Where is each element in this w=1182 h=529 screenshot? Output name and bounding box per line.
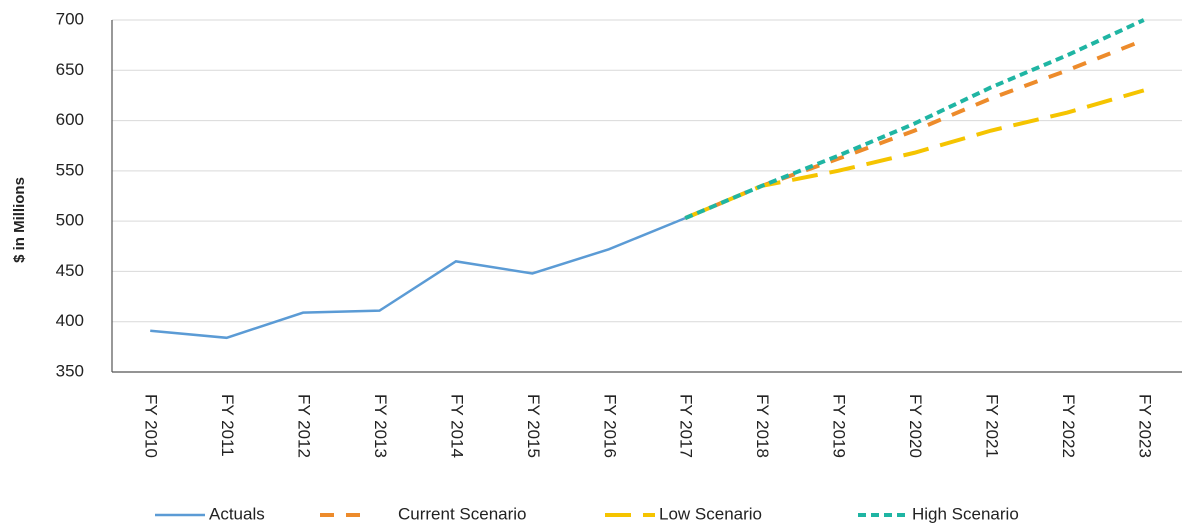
x-tick-label: FY 2015: [524, 394, 543, 458]
y-tick-label: 550: [56, 160, 84, 179]
x-tick-label: FY 2022: [1059, 394, 1078, 458]
legend-label: High Scenario: [912, 504, 1019, 523]
x-tick-label: FY 2023: [1135, 394, 1154, 458]
x-tick-label: FY 2016: [600, 394, 619, 458]
x-tick-label: FY 2020: [906, 394, 925, 458]
x-tick-label: FY 2011: [218, 394, 237, 457]
y-tick-label: 500: [56, 211, 84, 230]
y-tick-label: 600: [56, 110, 84, 129]
x-tick-label: FY 2017: [677, 394, 696, 458]
series-line: [684, 38, 1145, 220]
series-line: [684, 88, 1145, 220]
legend-label: Low Scenario: [659, 504, 762, 523]
x-tick-label: FY 2021: [982, 394, 1001, 458]
x-tick-label: FY 2019: [830, 394, 849, 458]
x-tick-label: FY 2012: [295, 394, 314, 458]
x-tick-label: FY 2018: [753, 394, 772, 458]
y-tick-label: 400: [56, 311, 84, 330]
series-line: [150, 216, 686, 340]
y-tick-label: 650: [56, 60, 84, 79]
series-line: [684, 18, 1145, 220]
x-tick-label: FY 2013: [371, 394, 390, 458]
legend-label: Current Scenario: [398, 504, 527, 523]
x-tick-label: FY 2010: [142, 394, 161, 458]
y-tick-label: 450: [56, 261, 84, 280]
y-tick-label: 350: [56, 361, 84, 380]
legend-label: Actuals: [209, 504, 265, 523]
y-tick-label: 700: [56, 9, 84, 28]
y-axis-label: $ in Millions: [11, 177, 28, 263]
x-tick-label: FY 2014: [447, 394, 466, 458]
